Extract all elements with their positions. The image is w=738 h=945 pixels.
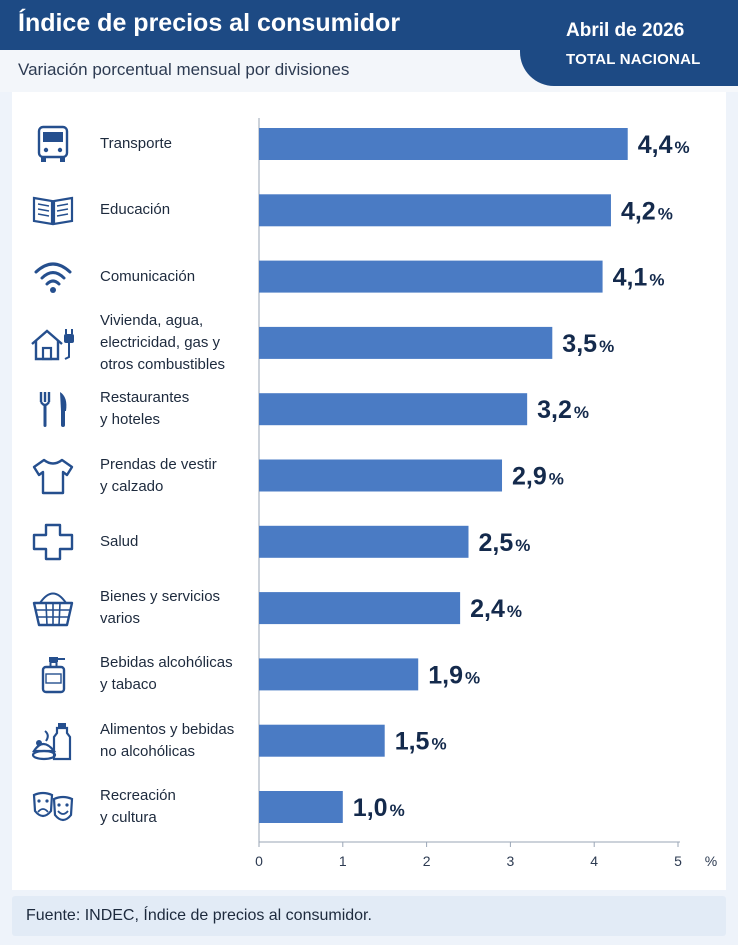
scope-label: TOTAL NACIONAL <box>566 51 701 68</box>
tshirt-icon <box>30 456 76 496</box>
fork-knife-icon <box>30 389 76 429</box>
footer: Fuente: INDEC, Índice de precios al cons… <box>12 896 726 936</box>
header: Índice de precios al consumidor Variació… <box>0 0 738 92</box>
basket-icon <box>30 588 76 628</box>
category-label: Comunicación <box>100 267 196 285</box>
category-label: Bebidas alcohólicas y tabaco <box>100 654 233 694</box>
health-cross-icon <box>30 522 76 562</box>
category-label: Prendas de vestir y calzado <box>100 455 217 495</box>
category-label: Bienes y servicios varios <box>100 588 221 628</box>
book-icon <box>30 190 76 230</box>
category-label: Recreación y cultura <box>100 787 176 826</box>
category-label: Transporte <box>100 135 172 152</box>
page-title: Índice de precios al consumidor <box>18 9 401 37</box>
source-note: Fuente: INDEC, Índice de precios al cons… <box>26 907 372 924</box>
period-label: Abril de 2026 <box>566 20 685 41</box>
bottle-icon <box>30 654 76 694</box>
page-subtitle: Variación porcentual mensual por divisio… <box>18 60 350 79</box>
date-box <box>520 0 738 86</box>
category-label: Educación <box>100 201 171 219</box>
house-plug-icon <box>30 323 76 363</box>
category-label: Vivienda, agua, electricidad, gas y otro… <box>100 311 226 373</box>
wifi-icon <box>30 257 76 297</box>
category-label: Salud <box>100 532 139 550</box>
category-label: Restaurantes y hoteles <box>100 389 190 429</box>
category-label: Alimentos y bebidas no alcohólicas <box>100 720 235 760</box>
bus-icon <box>30 124 76 164</box>
theater-masks-icon <box>30 787 76 827</box>
subtitle-band <box>0 50 560 92</box>
food-bottle-icon <box>30 721 76 761</box>
